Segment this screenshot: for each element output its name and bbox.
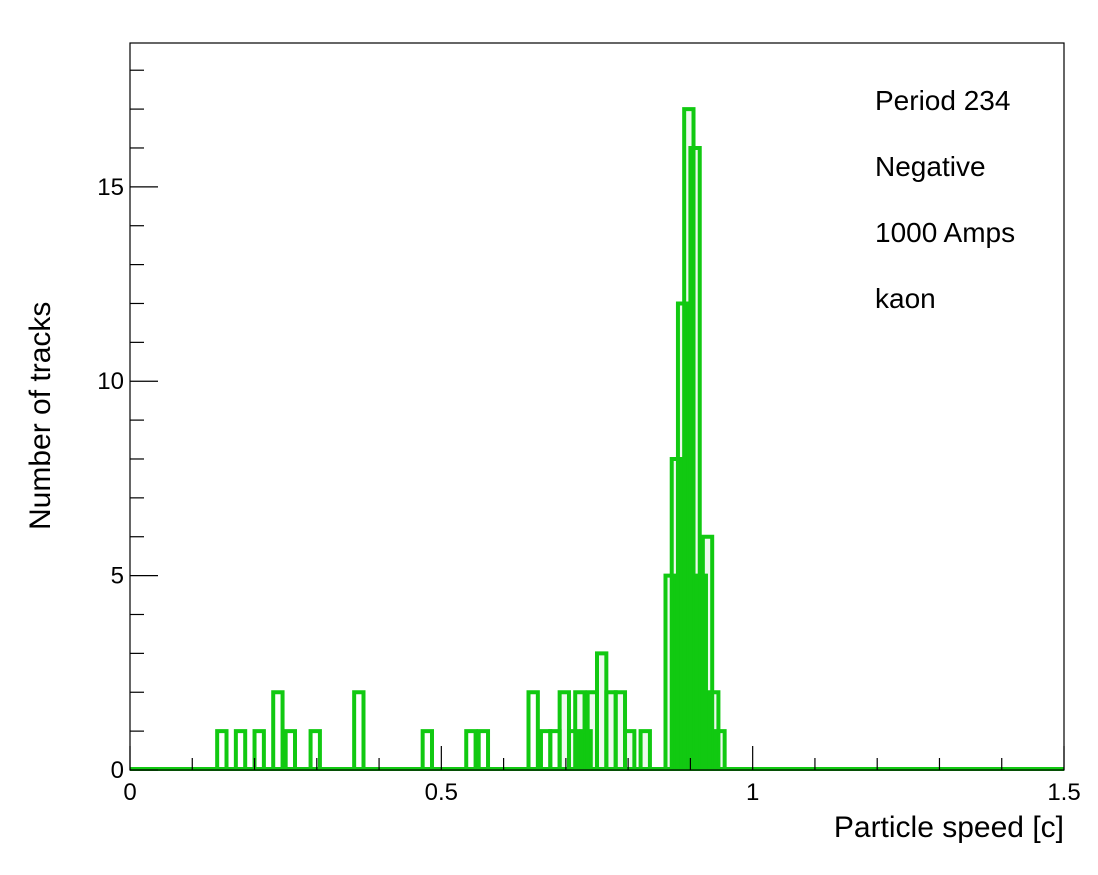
- histogram-bar-layer: [130, 107, 1064, 771]
- histogram-bin-2: [252, 729, 266, 769]
- histogram-fill-21: [625, 731, 635, 770]
- histogram-bin-10: [526, 690, 540, 769]
- annotation-period: Period 234: [875, 85, 1010, 116]
- y-tick-label-0: 0: [111, 757, 124, 784]
- x-tick-label-2: 1: [746, 779, 759, 806]
- histogram-bin-6: [352, 690, 366, 769]
- histogram-bin-29: [700, 534, 715, 769]
- histogram-bin-27: [688, 145, 702, 769]
- y-tick-label-3: 15: [97, 174, 124, 201]
- x-axis-label: Particle speed [c]: [834, 811, 1064, 844]
- histogram-fill-22: [640, 731, 650, 770]
- histogram-fill-19: [606, 692, 616, 770]
- histogram-bin-4: [283, 729, 298, 769]
- histogram-bin-7: [420, 729, 434, 769]
- annotation-particle: kaon: [875, 283, 936, 314]
- histogram-bin-22: [638, 729, 652, 769]
- histogram-bin-26: [682, 107, 696, 769]
- x-tick-label-0: 0: [123, 779, 136, 806]
- annotation-charge: Negative: [875, 151, 986, 182]
- histogram-bin-9: [476, 729, 491, 769]
- histogram-fill-20: [615, 692, 626, 770]
- y-tick-label-1: 5: [111, 563, 124, 590]
- histogram-fill-13: [559, 692, 569, 770]
- y-axis-label: Number of tracks: [24, 302, 57, 530]
- histogram-bin-3: [271, 690, 285, 769]
- x-tick-label-1: 0.5: [425, 779, 458, 806]
- histogram-bin-1: [233, 729, 248, 769]
- histogram-fill-18: [597, 653, 607, 770]
- histogram-bin-5: [308, 729, 322, 769]
- annotation-current: 1000 Amps: [875, 217, 1015, 248]
- histogram-bin-0: [215, 729, 229, 769]
- histogram-bin-31: [713, 729, 727, 769]
- axis-tick-layer: 0 0.5 1 1.5 0 5 10 15: [97, 69, 1081, 806]
- x-tick-label-3: 1.5: [1047, 779, 1080, 806]
- plot-frame: [129, 42, 1065, 771]
- histogram-bin-21: [623, 729, 637, 769]
- y-tick-label-2: 10: [97, 368, 124, 395]
- histogram-bin-8: [464, 729, 478, 769]
